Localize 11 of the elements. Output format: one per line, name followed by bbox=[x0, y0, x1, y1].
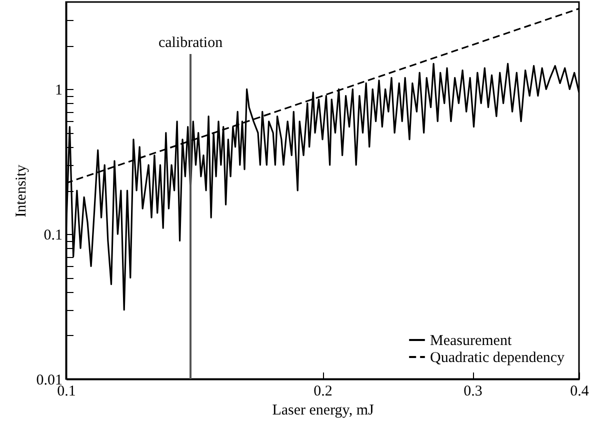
y-axis-title: Intensity bbox=[13, 164, 30, 218]
x-tick-label: 0.4 bbox=[570, 384, 590, 400]
legend-label: Measurement bbox=[430, 333, 512, 349]
ref-line-label: calibration bbox=[158, 35, 224, 51]
legend-label: Quadratic dependency bbox=[430, 350, 566, 366]
y-tick-label: 1 bbox=[55, 82, 62, 99]
x-tick-label: 0.1 bbox=[57, 384, 76, 400]
x-tick-label: 0.3 bbox=[464, 384, 482, 400]
x-axis-title: Laser energy, mJ bbox=[272, 402, 374, 418]
x-tick-label: 0.2 bbox=[314, 384, 332, 400]
y-tick-label: 0.1 bbox=[44, 228, 62, 244]
